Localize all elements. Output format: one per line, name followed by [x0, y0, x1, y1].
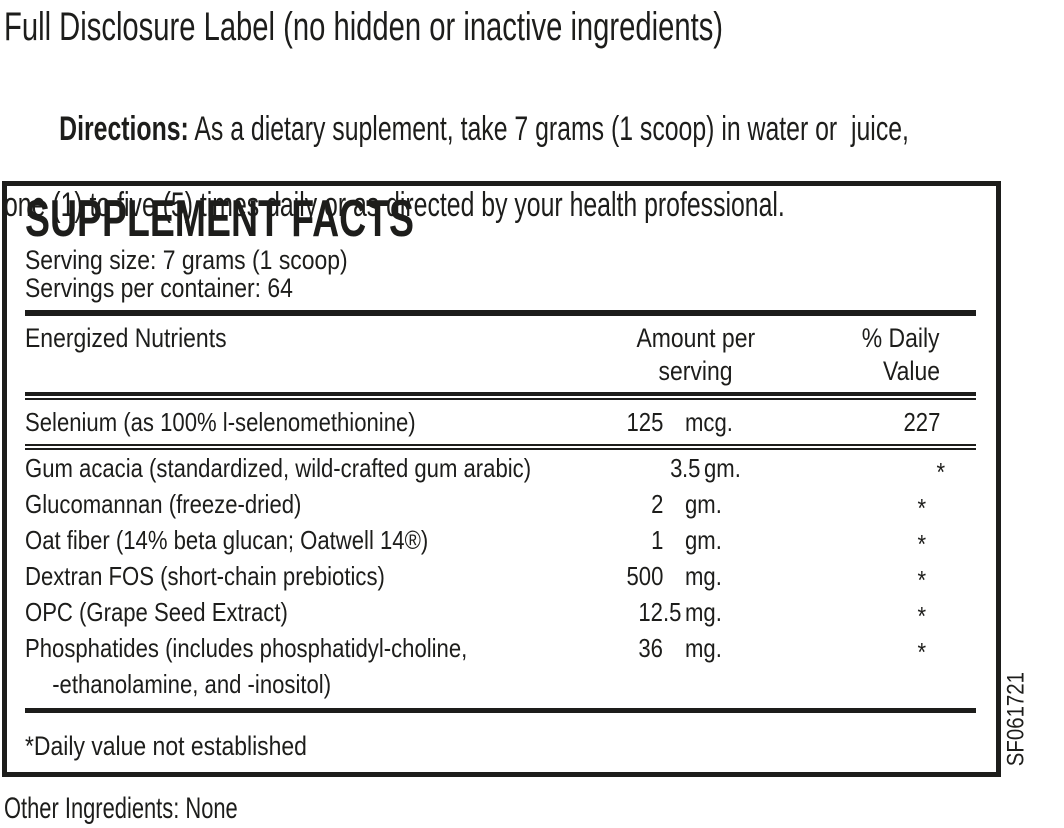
page-title: Full Disclosure Label (no hidden or inac… — [4, 4, 989, 50]
directions-line-2: one (1) to five (5) times daily or as di… — [4, 186, 1064, 224]
supplement-facts-panel: SUPPLEMENT FACTS Serving size: 7 grams (… — [2, 181, 1001, 777]
amount-unit: mcg. — [685, 407, 733, 437]
amount-fraction — [663, 486, 685, 522]
directions-line-1: Directions: As a dietary suplement, take… — [4, 72, 1064, 186]
page-title-text: Full Disclosure Label (no hidden or inac… — [4, 5, 724, 49]
amount-value: 1 — [650, 525, 663, 555]
directions-text-1: As a dietary suplement, take 7 grams (1 … — [188, 110, 909, 148]
daily-value: * — [917, 601, 926, 631]
amount-value: 2 — [650, 489, 663, 519]
column-header-amount: Amount per serving — [636, 323, 756, 386]
nutrient-row: Selenium (as 100% l-selenomethionine) 12… — [25, 400, 976, 444]
column-header-daily-value: % Daily Value — [862, 323, 940, 386]
nutrient-name: Glucomannan (freeze-dried) — [25, 489, 302, 519]
divider-double-thin — [25, 444, 976, 450]
amount-unit: gm. — [685, 525, 722, 555]
divider-double-thick — [25, 392, 976, 400]
nutrient-row: Dextran FOS (short-chain prebiotics) 500… — [25, 558, 976, 595]
side-code: SF061721 — [1002, 672, 1030, 767]
amount-fraction: .5 — [663, 597, 682, 627]
nutrient-name: Oat fiber (14% beta glucan; Oatwell 14®) — [25, 525, 429, 555]
directions-text-2: one (1) to five (5) times daily or as di… — [4, 186, 785, 224]
amount-unit: gm. — [704, 453, 742, 483]
table-header: Energized Nutrients Amount per serving %… — [25, 322, 976, 388]
column-header-nutrient: Energized Nutrients — [25, 323, 227, 353]
amount-value: 125 — [626, 407, 663, 437]
nutrient-name-line2: -ethanolamine, and -inositol) — [52, 669, 332, 699]
nutrient-row: Glucomannan (freeze-dried) 2 gm. * — [25, 486, 976, 523]
nutrient-row: OPC (Grape Seed Extract) 12 .5 mg. * — [25, 594, 976, 631]
directions-label: Directions: — [59, 110, 189, 148]
daily-value: * — [917, 637, 926, 667]
nutrient-row: Oat fiber (14% beta glucan; Oatwell 14®)… — [25, 522, 976, 559]
table-body: Gum acacia (standardized, wild-crafted g… — [25, 450, 976, 702]
nutrient-row: Gum acacia (standardized, wild-crafted g… — [25, 450, 976, 487]
nutrient-name: Gum acacia (standardized, wild-crafted g… — [25, 453, 532, 483]
amount-fraction: .5 — [682, 453, 701, 483]
amount-fraction — [663, 522, 685, 558]
amount-fraction — [663, 558, 685, 594]
serving-size: Serving size: 7 grams (1 scoop) — [25, 245, 348, 275]
nutrient-name: Dextran FOS (short-chain prebiotics) — [25, 561, 385, 591]
nutrient-name: Selenium (as 100% l-selenomethionine) — [25, 407, 416, 437]
amount-fraction — [663, 630, 685, 666]
footnote: *Daily value not established — [25, 731, 307, 761]
nutrient-row: Phosphatides (includes phosphatidyl-chol… — [25, 630, 976, 702]
divider-thick — [25, 310, 976, 316]
daily-value: 227 — [903, 407, 940, 437]
daily-value: * — [917, 493, 926, 523]
servings-per-container: Servings per container: 64 — [25, 273, 293, 303]
amount-value: 36 — [638, 633, 663, 663]
divider-footnote — [25, 708, 976, 713]
amount-unit: mg. — [685, 561, 722, 591]
other-ingredients: Other Ingredients: None — [4, 792, 238, 825]
amount-value: 12 — [638, 597, 663, 627]
table-body-primary: Selenium (as 100% l-selenomethionine) 12… — [25, 400, 976, 444]
daily-value: * — [917, 565, 926, 595]
amount-unit: mg. — [685, 597, 722, 627]
daily-value: * — [917, 529, 926, 559]
nutrient-name: Phosphatides (includes phosphatidyl-chol… — [25, 630, 601, 702]
amount-value: 3 — [670, 453, 683, 483]
directions-paragraph: Directions: As a dietary suplement, take… — [4, 72, 1064, 224]
nutrient-name: OPC (Grape Seed Extract) — [25, 597, 288, 627]
amount-unit: gm. — [685, 489, 722, 519]
amount-value: 500 — [626, 561, 663, 591]
daily-value: * — [936, 457, 946, 487]
supplement-facts-title: SUPPLEMENT FACTS — [25, 190, 414, 248]
amount-fraction — [663, 404, 685, 440]
amount-unit: mg. — [685, 633, 722, 663]
